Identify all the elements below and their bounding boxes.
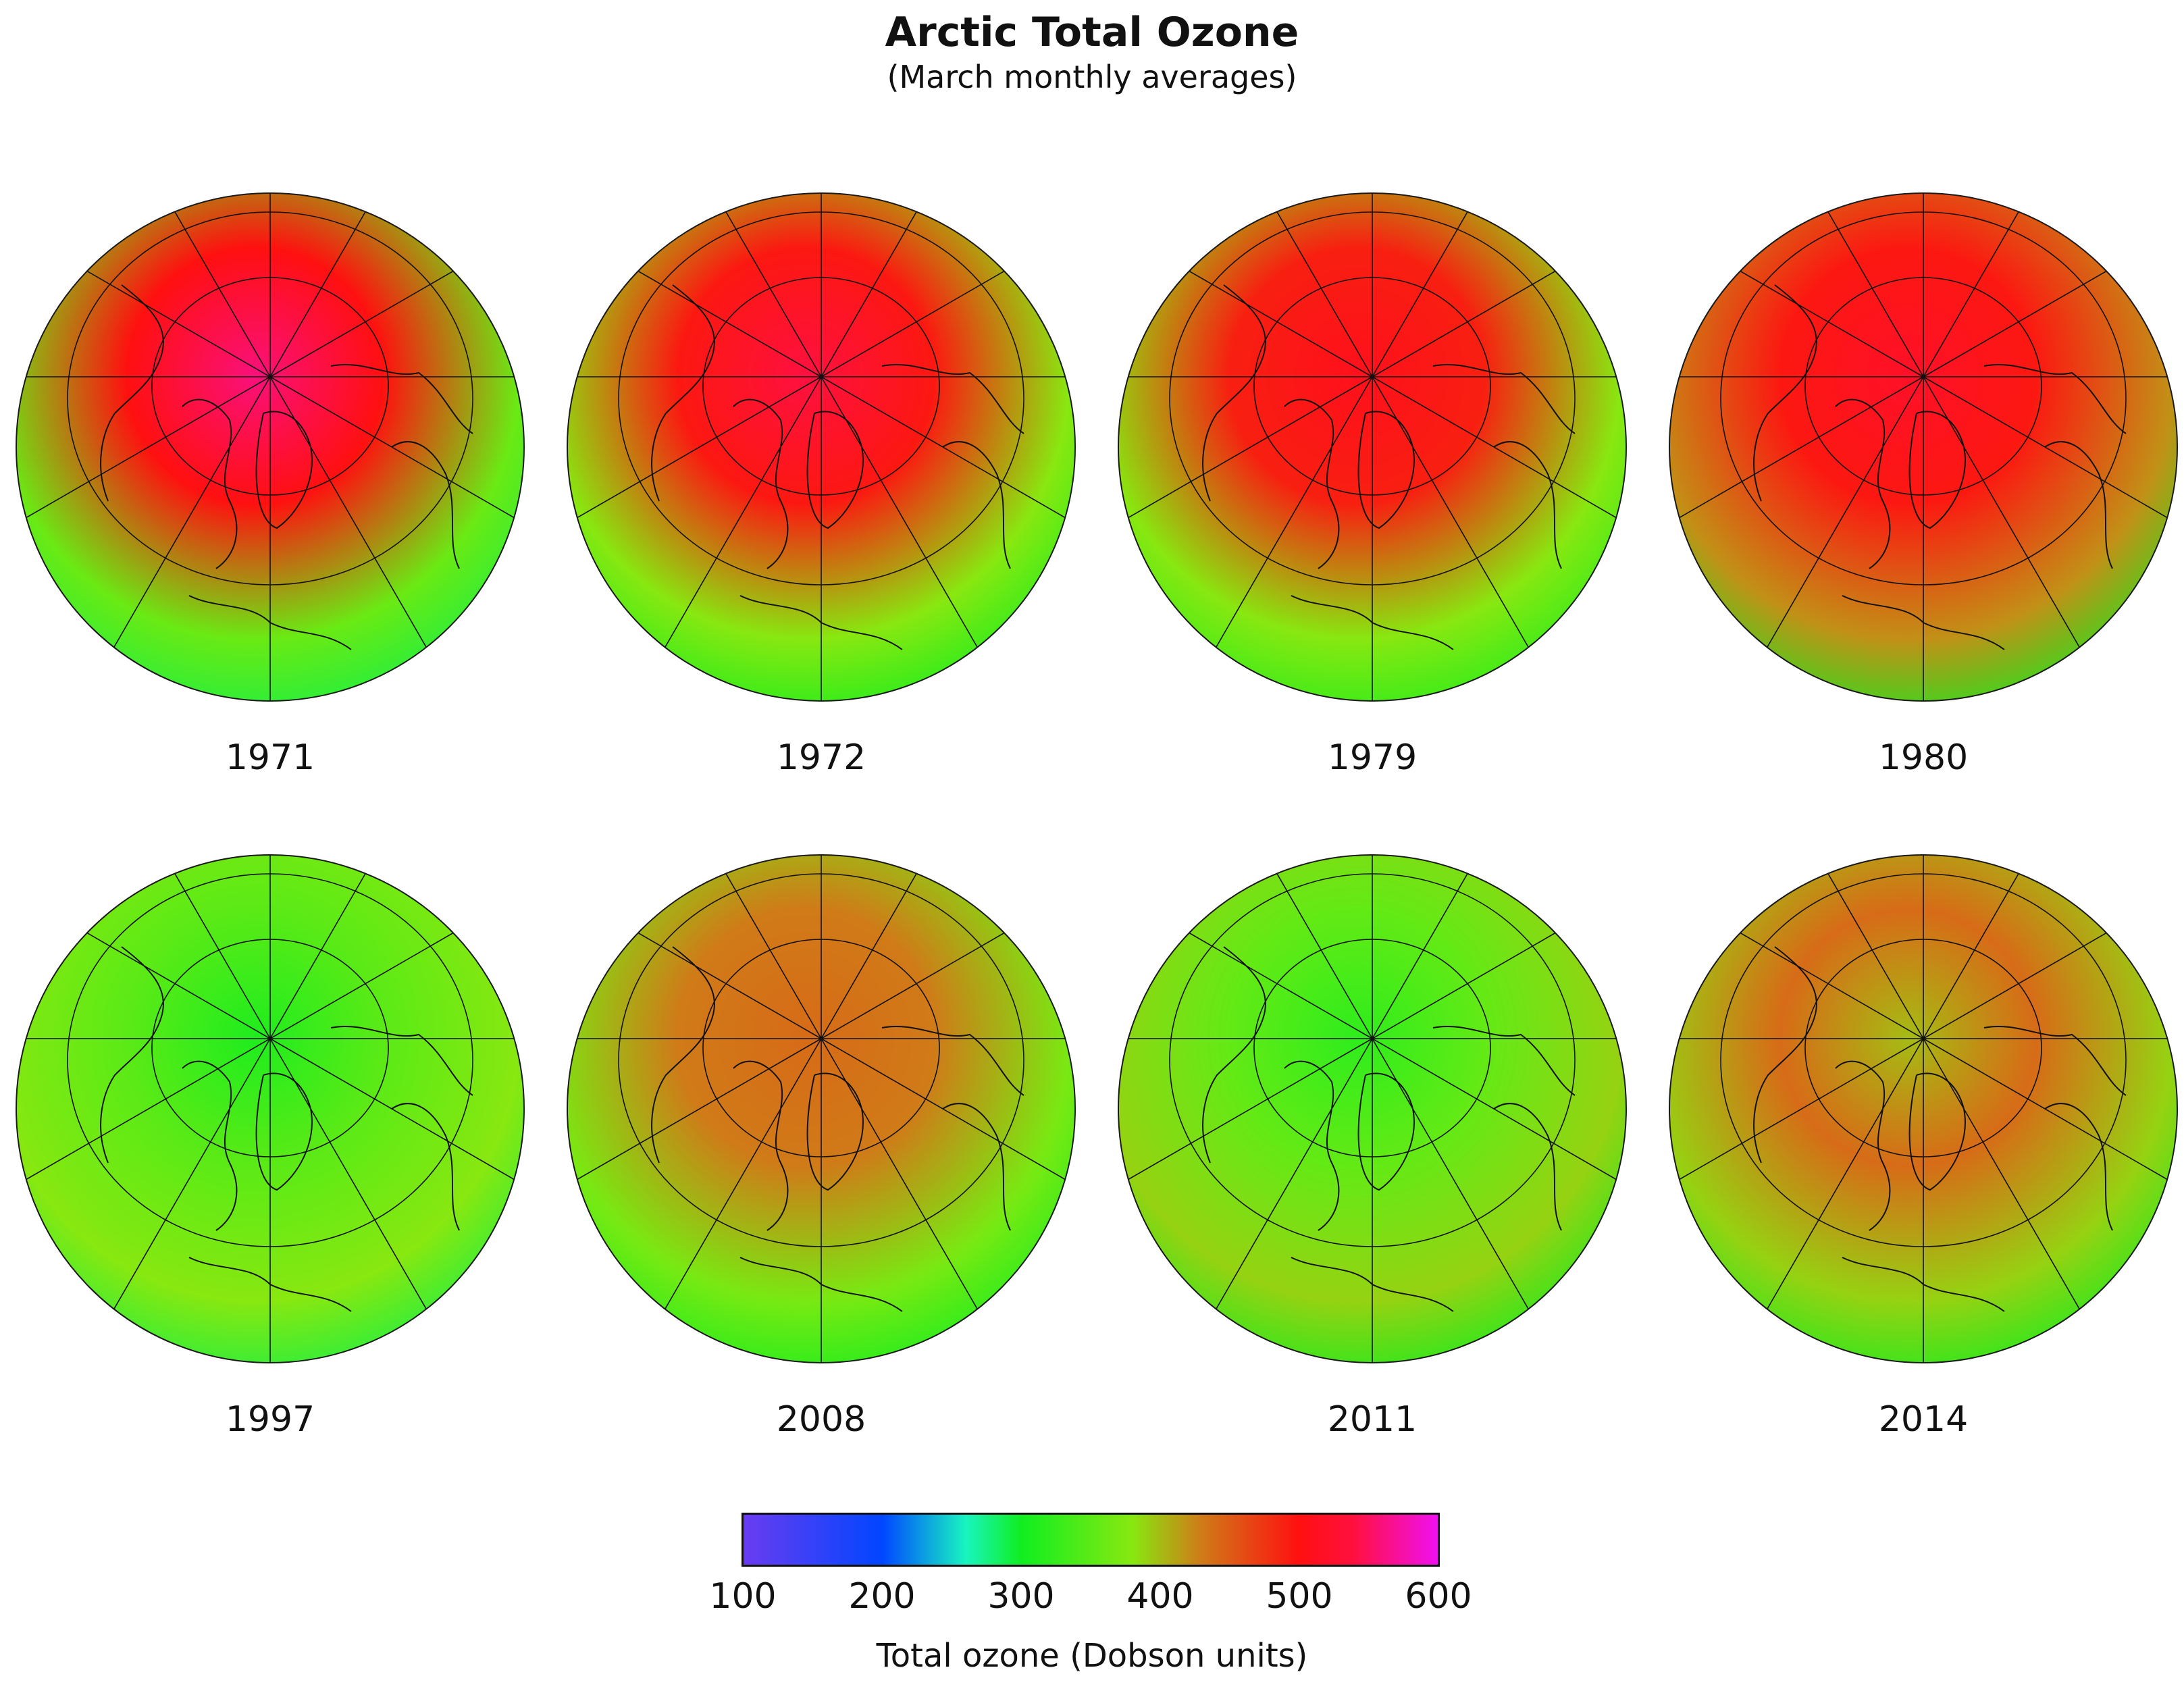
- year-label: 1979: [1327, 737, 1418, 778]
- coastline: [651, 284, 1024, 650]
- year-label: 1972: [776, 737, 866, 778]
- colorbar: [742, 1513, 1440, 1567]
- colorbar-tick-label: 500: [1266, 1576, 1333, 1617]
- coastline: [1202, 946, 1576, 1312]
- ozone-globe-1980: [1669, 192, 2178, 702]
- map-panel-2014: [1667, 852, 2180, 1365]
- coastline: [100, 946, 473, 1312]
- ozone-globe-1972: [567, 192, 1076, 702]
- ozone-globe-1979: [1118, 192, 1627, 702]
- map-panel-1979: [1116, 190, 1629, 704]
- map-panel-1980: [1667, 190, 2180, 704]
- coastline: [1753, 284, 2127, 650]
- figure-title: Arctic Total Ozone: [885, 9, 1299, 56]
- map-panel-2008: [565, 852, 1078, 1365]
- colorbar-tick-label: 100: [709, 1576, 777, 1617]
- ozone-globe-1971: [16, 192, 525, 702]
- year-label: 2011: [1327, 1399, 1418, 1440]
- map-panel-1997: [14, 852, 527, 1365]
- ozone-globe-1997: [16, 854, 525, 1363]
- colorbar-tick-label: 200: [848, 1576, 916, 1617]
- year-label: 1971: [225, 737, 315, 778]
- coastline: [651, 946, 1024, 1312]
- coastline: [1753, 946, 2127, 1312]
- coastline: [1202, 284, 1576, 650]
- ozone-globe-2011: [1118, 854, 1627, 1363]
- map-panel-2011: [1116, 852, 1629, 1365]
- map-panel-1972: [565, 190, 1078, 704]
- figure-subtitle: (March monthly averages): [887, 59, 1297, 95]
- year-label: 2014: [1878, 1399, 1969, 1440]
- year-label: 1980: [1878, 737, 1969, 778]
- colorbar-label: Total ozone (Dobson units): [876, 1637, 1308, 1675]
- year-label: 1997: [225, 1399, 315, 1440]
- colorbar-tick-label: 600: [1405, 1576, 1472, 1617]
- ozone-globe-2008: [567, 854, 1076, 1363]
- colorbar-tick-label: 300: [987, 1576, 1055, 1617]
- year-label: 2008: [776, 1399, 866, 1440]
- coastline: [100, 284, 473, 650]
- map-panel-1971: [14, 190, 527, 704]
- ozone-globe-2014: [1669, 854, 2178, 1363]
- colorbar-tick-label: 400: [1126, 1576, 1194, 1617]
